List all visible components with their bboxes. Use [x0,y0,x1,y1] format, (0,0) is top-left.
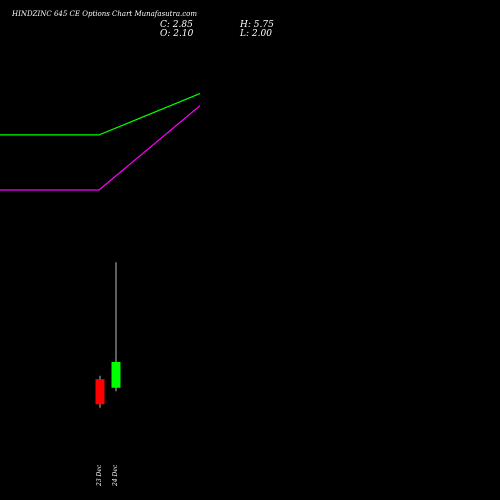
candle-body-24-dec [111,361,121,388]
close-readout: C: 2.85 [160,20,193,30]
close-value: 2.85 [172,20,193,30]
low-label: L: [240,29,250,39]
overlay-line-2 [0,105,201,191]
overlay-line-1 [0,93,201,136]
low-value: 2.00 [251,29,272,39]
high-label: H: [240,20,251,30]
high-value: 5.75 [253,20,274,30]
open-value: 2.10 [173,29,194,39]
candle-body-23-dec [95,379,105,405]
x-tick-label: 23 Dec [96,464,103,486]
close-label: C: [160,20,170,30]
high-readout: H: 5.75 [240,20,274,30]
x-tick-label: 24 Dec [112,464,119,486]
open-readout: O: 2.10 [160,29,193,39]
chart-title: HINDZINC 645 CE Options Chart Munafasutr… [12,10,198,18]
open-label: O: [160,29,171,39]
low-readout: L: 2.00 [240,29,272,39]
